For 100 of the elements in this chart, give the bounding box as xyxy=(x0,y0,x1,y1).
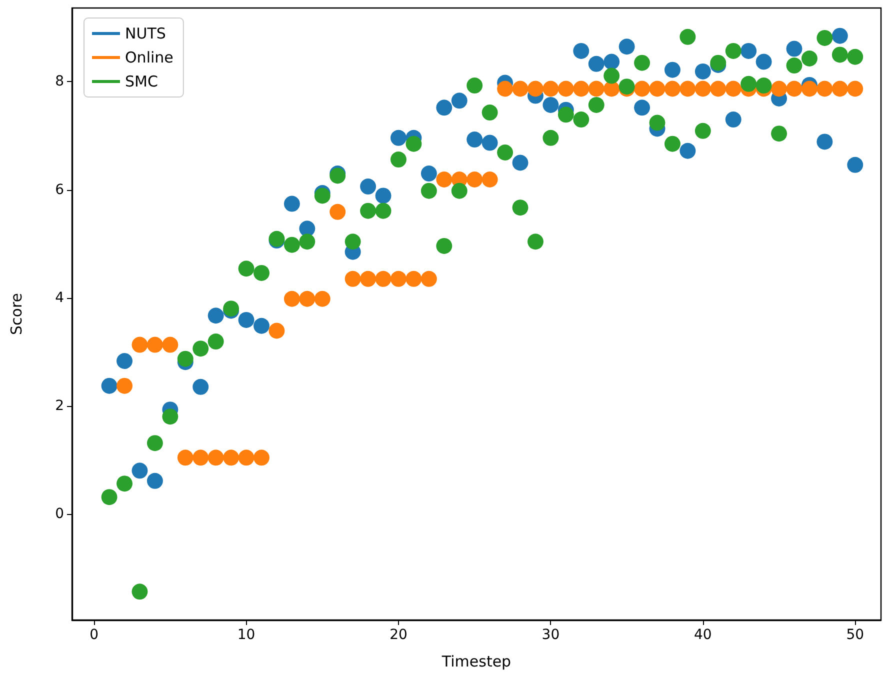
point xyxy=(116,476,133,492)
point xyxy=(420,270,437,287)
point xyxy=(573,80,590,97)
point xyxy=(512,80,528,97)
point xyxy=(771,126,788,142)
point xyxy=(390,130,406,146)
legend-label: NUTS xyxy=(125,24,166,42)
point xyxy=(238,312,254,328)
point xyxy=(649,114,666,131)
y-tick-label: 8 xyxy=(55,74,64,90)
point xyxy=(223,450,240,466)
point xyxy=(649,80,666,97)
point xyxy=(771,80,788,97)
point xyxy=(375,202,392,219)
point xyxy=(466,132,483,148)
point xyxy=(254,318,270,334)
point xyxy=(512,154,528,171)
x-tick-label: 10 xyxy=(237,627,256,643)
point xyxy=(634,54,650,71)
point xyxy=(132,584,148,600)
point xyxy=(314,290,330,307)
point xyxy=(482,172,498,188)
point xyxy=(116,378,133,394)
x-tick-label: 50 xyxy=(846,627,864,643)
point xyxy=(299,220,316,237)
y-tick-label: 0 xyxy=(55,506,64,522)
point xyxy=(101,489,118,506)
point xyxy=(482,104,498,121)
point xyxy=(694,63,711,80)
point xyxy=(710,80,726,97)
point xyxy=(588,56,604,72)
point xyxy=(725,80,742,97)
point xyxy=(847,156,864,173)
point xyxy=(664,136,680,152)
point xyxy=(254,450,270,466)
point xyxy=(451,92,468,109)
point xyxy=(694,122,711,139)
point xyxy=(344,270,361,287)
point xyxy=(801,50,818,66)
point xyxy=(786,40,802,57)
point xyxy=(497,144,514,160)
x-axis-title: Timestep xyxy=(440,652,512,670)
point xyxy=(177,350,194,367)
point xyxy=(116,353,133,369)
point xyxy=(208,308,224,324)
point xyxy=(604,54,620,70)
point xyxy=(573,112,590,128)
point xyxy=(542,80,559,97)
point xyxy=(512,200,528,216)
point xyxy=(330,204,346,220)
point xyxy=(238,260,254,277)
point xyxy=(436,100,452,116)
point xyxy=(390,270,406,287)
point xyxy=(664,80,680,97)
point xyxy=(756,78,772,94)
x-tick-label: 0 xyxy=(90,627,99,643)
point xyxy=(420,182,437,199)
point xyxy=(360,270,376,287)
point xyxy=(406,136,422,152)
point xyxy=(618,38,635,55)
point xyxy=(192,450,209,466)
point xyxy=(192,340,209,357)
point xyxy=(314,188,330,204)
point xyxy=(132,462,148,479)
point xyxy=(208,450,224,466)
point xyxy=(284,290,300,307)
point xyxy=(725,112,742,128)
point xyxy=(162,408,178,425)
point xyxy=(786,80,802,97)
point xyxy=(816,134,833,150)
point xyxy=(284,236,300,253)
point xyxy=(694,80,711,97)
y-tick-label: 4 xyxy=(55,290,64,306)
point xyxy=(832,28,848,44)
point xyxy=(360,178,376,195)
point xyxy=(299,290,316,307)
x-tick-label: 20 xyxy=(390,627,408,643)
point xyxy=(558,80,574,97)
point xyxy=(420,166,437,182)
point xyxy=(816,30,833,46)
point xyxy=(740,76,757,92)
point xyxy=(664,62,680,78)
point xyxy=(344,234,361,250)
point xyxy=(101,378,118,394)
point xyxy=(542,130,559,146)
point xyxy=(146,472,163,489)
point xyxy=(466,172,483,188)
point xyxy=(451,182,468,199)
point xyxy=(146,336,163,353)
x-tick-label: 40 xyxy=(694,627,712,643)
point xyxy=(146,435,163,452)
point xyxy=(847,80,864,97)
point xyxy=(786,58,802,74)
point xyxy=(299,234,316,250)
point xyxy=(588,80,604,97)
point xyxy=(375,188,392,204)
point xyxy=(604,68,620,84)
point xyxy=(390,152,406,168)
x-tick-label: 30 xyxy=(542,627,560,643)
point xyxy=(132,336,148,353)
